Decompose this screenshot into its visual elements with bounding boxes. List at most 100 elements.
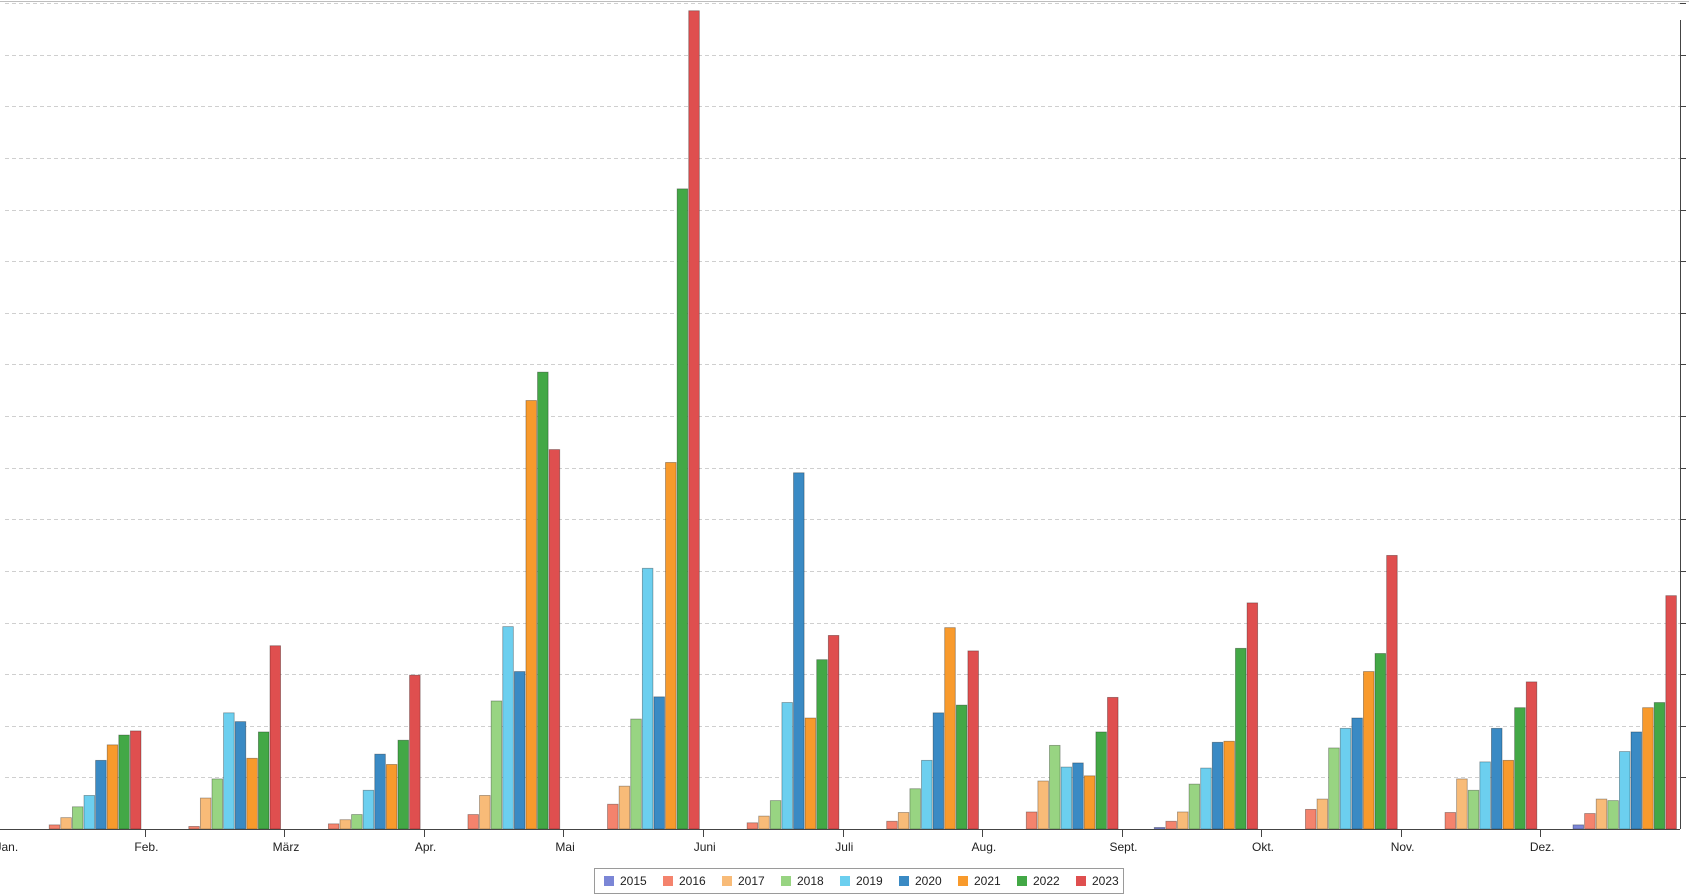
bar: [1316, 798, 1329, 830]
bar: [1584, 813, 1596, 830]
bar: [793, 472, 805, 830]
bar: [490, 700, 503, 830]
x-tick-label: Jan.: [0, 840, 18, 854]
bar: [921, 759, 933, 830]
bar: [397, 739, 409, 830]
legend-item[interactable]: 2019: [840, 874, 883, 888]
legend[interactable]: 2015 2016 2017 2018 2019 2020 2021 2022 2023: [594, 868, 1124, 894]
bar: [1479, 761, 1491, 830]
bar: [955, 704, 968, 830]
bar: [1467, 789, 1480, 830]
legend-item[interactable]: 2017: [722, 874, 765, 888]
legend-label: 2023: [1092, 874, 1119, 888]
bar: [1572, 824, 1585, 830]
x-tick-label: Nov.: [1391, 840, 1415, 854]
bar: [1235, 647, 1247, 830]
bar: [525, 400, 537, 830]
legend-swatch: [781, 876, 791, 886]
bar: [758, 815, 770, 830]
x-tick-label: Juni: [694, 840, 716, 854]
bar: [769, 800, 782, 830]
bar: [1525, 681, 1538, 830]
bar: [269, 645, 281, 830]
bar: [1607, 800, 1619, 830]
legend-item[interactable]: 2016: [663, 874, 706, 888]
legend-swatch: [722, 876, 732, 886]
bar: [1107, 696, 1119, 830]
legend-item[interactable]: 2021: [958, 874, 1001, 888]
x-tick-label: Feb.: [134, 840, 158, 854]
bar: [1619, 751, 1631, 830]
bar: [95, 759, 107, 830]
bar: [1351, 717, 1363, 830]
legend-box: [594, 868, 1124, 894]
bar: [83, 795, 95, 830]
bar: [362, 789, 375, 830]
bar: [607, 803, 619, 830]
legend-swatch: [958, 876, 968, 886]
bar: [1177, 811, 1189, 830]
bar: [1153, 827, 1166, 830]
bar: [71, 806, 84, 830]
bar: [1049, 744, 1061, 830]
bar: [967, 650, 979, 830]
bar: [1642, 707, 1654, 830]
bar: [827, 635, 840, 830]
legend-item[interactable]: 2023: [1076, 874, 1119, 888]
x-tick-label: Aug.: [972, 840, 997, 854]
bar: [909, 788, 921, 830]
bar: [1246, 602, 1259, 830]
bar: [1363, 671, 1375, 830]
bar: [688, 10, 700, 830]
legend-label: 2015: [620, 874, 647, 888]
bar: [944, 627, 956, 830]
gridlines: [5, 3, 1680, 778]
legend-item[interactable]: 2015: [604, 874, 647, 888]
x-tick-label: Juli: [835, 840, 853, 854]
bar: [537, 371, 549, 830]
legend-swatch: [1017, 876, 1027, 886]
bar: [1502, 759, 1515, 830]
bar: [1386, 554, 1398, 830]
legend-item[interactable]: 2020: [899, 874, 942, 888]
bar: [1665, 595, 1677, 830]
x-tick-label: Mai: [555, 840, 574, 854]
legend-item[interactable]: 2018: [781, 874, 824, 888]
bar: [1444, 812, 1457, 830]
legend-swatch: [1076, 876, 1086, 886]
bar: [1211, 741, 1224, 830]
bar: [1188, 783, 1201, 830]
bar: [1200, 767, 1212, 830]
bar: [665, 462, 677, 830]
legend-item[interactable]: 2022: [1017, 874, 1060, 888]
bar: [1305, 808, 1317, 830]
bar: [502, 626, 514, 830]
bar: [374, 753, 386, 830]
bar: [816, 659, 828, 830]
bar: [641, 567, 654, 830]
bar: [129, 730, 142, 830]
legend-label: 2022: [1033, 874, 1060, 888]
x-tick-label: Sept.: [1109, 840, 1137, 854]
x-tick-label: Dez.: [1530, 840, 1555, 854]
x-tick-label: Apr.: [415, 840, 436, 854]
bar: [339, 819, 351, 830]
axes: [0, 1, 1689, 837]
bar: [327, 823, 340, 830]
x-tick-label: März: [273, 840, 300, 854]
bar: [1165, 820, 1177, 830]
bar: [781, 702, 793, 830]
x-tick-labels: Jan. Feb. März Apr. Mai Juni Juli Aug. Sept. Okt.…: [0, 840, 1555, 854]
bar: [246, 757, 258, 830]
bar: [1653, 702, 1666, 830]
bar: [897, 812, 910, 830]
bar: [1025, 811, 1038, 830]
legend-swatch: [840, 876, 850, 886]
bar: [1223, 740, 1235, 830]
bar: [199, 797, 212, 830]
legend-label: 2019: [856, 874, 883, 888]
bar: [1072, 762, 1084, 830]
bar: [513, 671, 526, 830]
